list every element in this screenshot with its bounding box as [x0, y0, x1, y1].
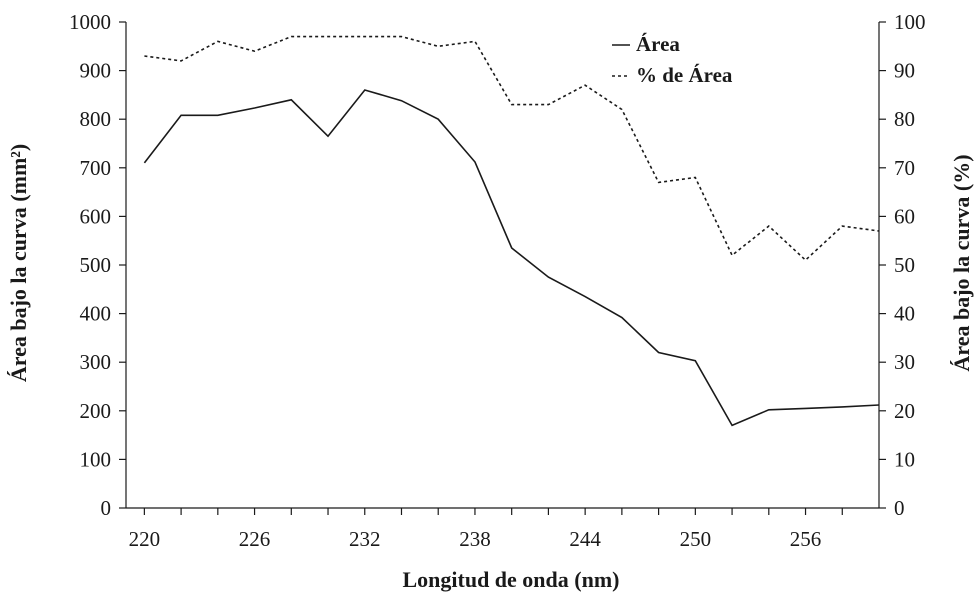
x-tick-label: 250	[680, 527, 712, 551]
y-tick-label-left: 0	[101, 496, 112, 520]
y-tick-label-left: 1000	[69, 10, 111, 34]
y-tick-label-right: 90	[894, 59, 915, 83]
y-tick-label-left: 800	[80, 107, 112, 131]
y-tick-label-left: 900	[80, 59, 112, 83]
y-tick-label-left: 300	[80, 350, 112, 374]
y-tick-label-left: 200	[80, 399, 112, 423]
x-tick-label: 238	[459, 527, 491, 551]
y-axis-title-right: Área bajo la curva (%)	[949, 154, 974, 371]
legend: Área % de Área	[612, 32, 733, 87]
y-tick-label-left: 100	[80, 447, 112, 471]
y-tick-label-right: 20	[894, 399, 915, 423]
x-tick-label: 232	[349, 527, 381, 551]
axes: 0 100 200 300 400 500 600 700 800 900 1000 0 10 20 30 4…	[69, 10, 926, 551]
legend-label-area: Área	[636, 32, 680, 56]
y-tick-label-left: 400	[80, 302, 112, 326]
x-tick-label: 226	[239, 527, 271, 551]
x-tick-label: 220	[129, 527, 161, 551]
y-tick-label-right: 0	[894, 496, 905, 520]
y-tick-label-left: 500	[80, 253, 112, 277]
y-tick-label-right: 100	[894, 10, 926, 34]
y-tick-label-left: 600	[80, 204, 112, 228]
x-axis-title: Longitud de onda (nm)	[402, 567, 619, 592]
legend-label-percent: % de Área	[636, 63, 733, 87]
series-line-percent	[144, 35, 880, 262]
y-tick-label-right: 40	[894, 302, 915, 326]
y-tick-label-right: 50	[894, 253, 915, 277]
x-tick-label: 256	[790, 527, 822, 551]
y-tick-label-right: 70	[894, 156, 915, 180]
y-tick-label-right: 80	[894, 107, 915, 131]
x-tick-label: 244	[569, 527, 601, 551]
y-tick-label-right: 60	[894, 204, 915, 228]
y-axis-title-left: Área bajo la curva (mm²)	[6, 144, 31, 382]
y-tick-label-right: 10	[894, 447, 915, 471]
y-tick-label-left: 700	[80, 156, 112, 180]
series-layer	[143, 35, 880, 427]
series-line-area	[143, 89, 880, 427]
y-tick-label-right: 30	[894, 350, 915, 374]
